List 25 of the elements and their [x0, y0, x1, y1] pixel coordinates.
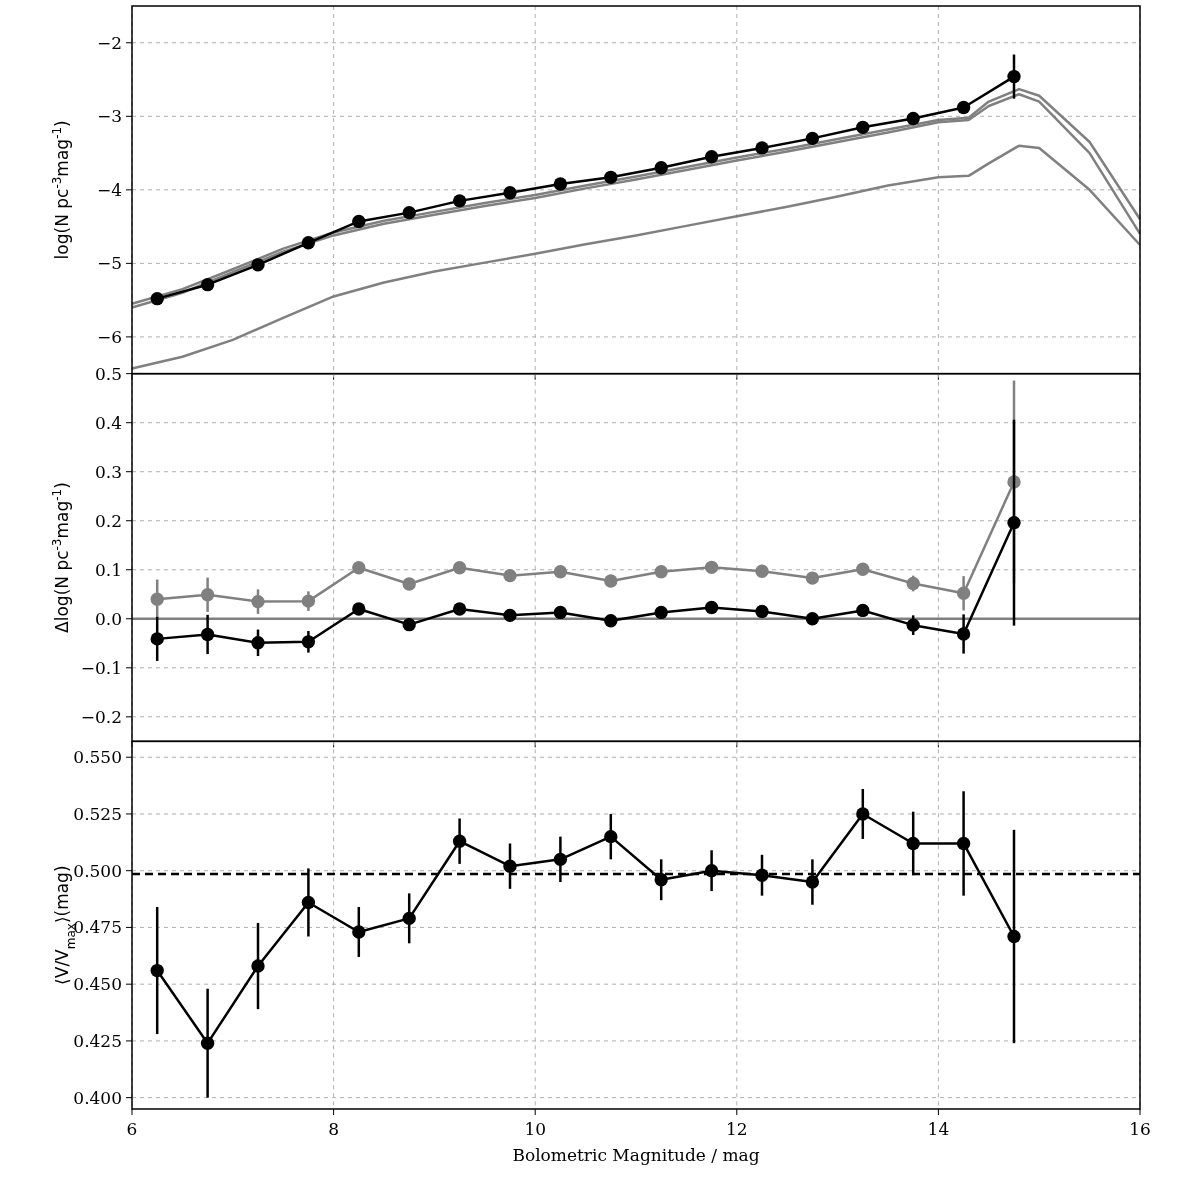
y-tick-label: 0.4	[94, 412, 122, 433]
y-tick-label: −4	[96, 179, 122, 200]
y-tick-label: 0.2	[94, 510, 122, 531]
y-tick-label: 0.3	[94, 461, 122, 482]
y-tick-label: −2	[96, 32, 122, 53]
x-tick-label: 8	[328, 1119, 340, 1139]
x-tick-label: 10	[524, 1119, 547, 1139]
y-tick-label: 0.425	[73, 1030, 122, 1051]
y-tick-label: 0.5	[94, 363, 122, 384]
y-tick-label: −3	[96, 106, 122, 127]
y-tick-label: −5	[96, 253, 122, 274]
y-tick-label: 0.1	[94, 559, 122, 580]
x-tick-label: 12	[725, 1119, 748, 1139]
y-tick-label: 0.525	[73, 803, 122, 824]
y-tick-label: −0.1	[80, 657, 122, 678]
y-tick-label: 0.550	[73, 747, 122, 768]
x-tick-label: 16	[1129, 1119, 1151, 1139]
x-axis-title: Bolometric Magnitude / mag	[512, 1145, 760, 1165]
y-tick-label: −6	[96, 326, 122, 347]
x-tick-label: 6	[126, 1119, 138, 1139]
y-tick-label: 0.500	[73, 860, 122, 881]
x-tick-label: 14	[927, 1119, 950, 1139]
y-tick-label: −0.2	[80, 706, 122, 727]
y-tick-label: 0.400	[73, 1087, 122, 1108]
y-tick-label: 0.0	[94, 608, 122, 629]
